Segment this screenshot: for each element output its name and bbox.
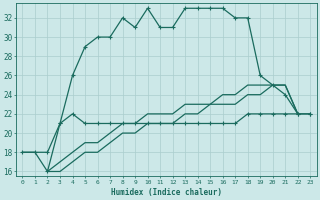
X-axis label: Humidex (Indice chaleur): Humidex (Indice chaleur) (111, 188, 222, 197)
